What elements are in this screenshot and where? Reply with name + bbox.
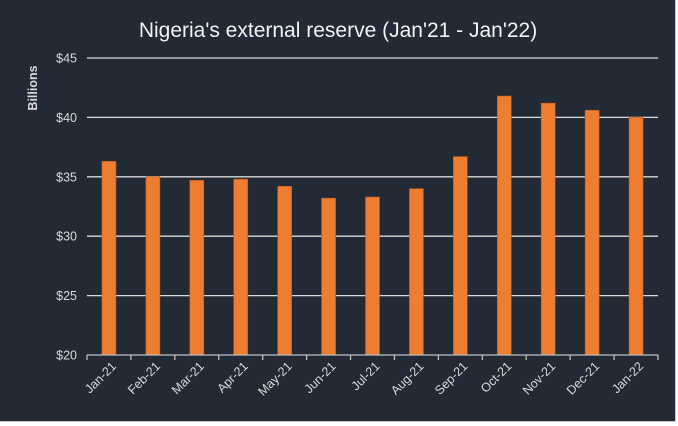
x-tick-label: Jul-21 <box>349 359 383 393</box>
bar-feb-21 <box>145 176 161 356</box>
gridlines <box>87 57 658 297</box>
x-tick-label: Oct-21 <box>478 359 514 395</box>
y-tick-label: $30 <box>56 230 77 244</box>
bar-jun-21 <box>321 197 336 356</box>
y-tick-label: $20 <box>56 349 77 363</box>
bar-dec-21 <box>584 109 600 356</box>
y-tick-label: $35 <box>56 170 77 184</box>
bar-jan-21 <box>101 161 117 356</box>
y-tick-label: $25 <box>56 289 77 303</box>
bar-may-21 <box>277 186 292 356</box>
x-tick-label: Dec-21 <box>564 359 602 397</box>
x-tick-label: Apr-21 <box>214 359 250 395</box>
bar-mar-21 <box>189 180 205 356</box>
y-tick-label: $45 <box>56 52 77 66</box>
y-tick-label: $40 <box>56 111 77 125</box>
bar-apr-21 <box>233 178 249 356</box>
x-tick-label: Feb-21 <box>125 359 163 397</box>
x-tick-labels: Jan-21 Feb-21 Mar-21 Apr-21 May-21 Jun-21 Jul-… <box>82 359 646 398</box>
x-tick-label: Jan-21 <box>82 359 119 396</box>
y-tick-labels: $20 $25 $30 $35 $40 $45 <box>56 52 77 363</box>
bar-jan-22 <box>628 117 644 356</box>
x-tick-label: Jun-21 <box>302 359 339 396</box>
chart-title: Nigeria's external reserve (Jan'21 - Jan… <box>139 19 537 42</box>
x-tick-label: Mar-21 <box>169 359 207 397</box>
bar-nov-21 <box>540 102 556 356</box>
bar-jul-21 <box>365 196 380 356</box>
bar-aug-21 <box>409 188 424 356</box>
bar-oct-21 <box>496 95 512 356</box>
bar-sep-21 <box>453 156 468 356</box>
bars <box>101 95 644 356</box>
x-tick-label: Aug-21 <box>388 359 426 397</box>
x-tick-label: May-21 <box>255 359 294 398</box>
x-axis <box>86 354 659 360</box>
x-tick-label: Jan-22 <box>609 359 646 396</box>
x-tick-label: Sep-21 <box>432 359 470 397</box>
x-tick-label: Nov-21 <box>520 359 558 397</box>
y-axis-label: Billions <box>26 65 40 110</box>
